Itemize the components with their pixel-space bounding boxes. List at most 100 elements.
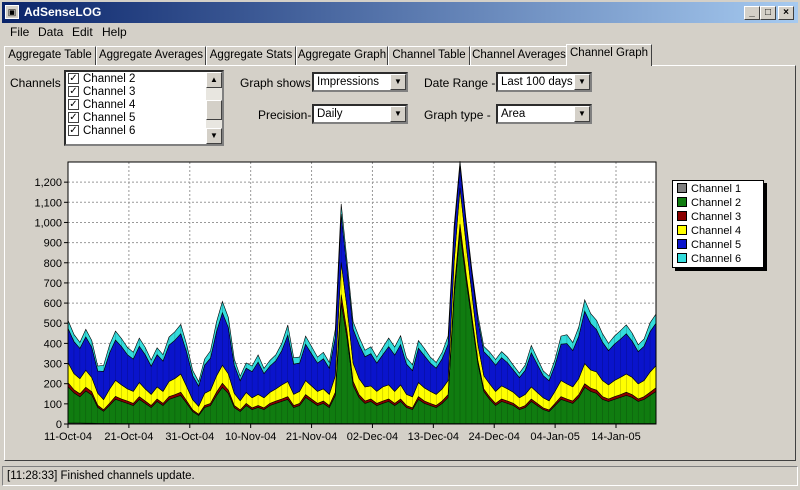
scroll-up-icon[interactable]: ▲	[206, 72, 222, 88]
menu-bar: File Data Edit Help	[2, 23, 798, 42]
y-tick-label: 400	[44, 338, 62, 350]
checkbox-icon[interactable]: ✓	[68, 112, 79, 124]
legend-item: Channel 3	[677, 211, 741, 225]
legend-swatch	[677, 197, 687, 207]
channel-graph-chart: 0 100 200 300 400 500 600 700 800 900 1,000 1,100 1,…	[34, 161, 657, 443]
status-text: [11:28:33] Finished channels update.	[7, 470, 195, 482]
legend-swatch	[677, 183, 687, 193]
channels-listbox[interactable]: ✓ Channel 2 ✓ Channel 3 ✓ Channel 4 ✓ Channe…	[64, 70, 224, 146]
legend-item: Channel 6	[677, 253, 741, 267]
chart-area: 0 100 200 300 400 500 600 700 800 900 1,000 1,100 1,…	[6, 150, 794, 460]
channel-list-item[interactable]: ✓ Channel 6	[68, 125, 135, 138]
legend-label: Channel 5	[691, 239, 742, 251]
channel-item-label: Channel 5	[83, 112, 136, 124]
menu-file[interactable]: File	[10, 25, 30, 39]
scroll-down-icon[interactable]: ▼	[206, 128, 222, 144]
x-tick-label: 13-Dec-04	[408, 431, 459, 443]
close-button[interactable]: ×	[778, 6, 794, 20]
chevron-down-icon[interactable]: ▼	[574, 106, 590, 122]
legend-swatch	[677, 225, 687, 235]
legend-label: Channel 6	[691, 253, 742, 265]
tab-channel-graph[interactable]: Channel Graph	[566, 44, 652, 66]
menu-edit[interactable]: Edit	[72, 25, 93, 39]
channel-item-label: Channel 6	[83, 125, 136, 137]
tab-aggregate-table[interactable]: Aggregate Table	[4, 46, 96, 66]
y-tick-label: 0	[56, 419, 62, 431]
scroll-thumb[interactable]	[206, 100, 222, 120]
channel-list-item[interactable]: ✓ Channel 4	[68, 99, 135, 112]
y-tick-label: 1,200	[34, 177, 62, 189]
x-tick-label: 02-Dec-04	[347, 431, 398, 443]
app-icon[interactable]: ▣	[5, 5, 19, 19]
legend-item: Channel 4	[677, 225, 741, 239]
status-bar: [11:28:33] Finished channels update.	[2, 466, 798, 486]
precision-value: Daily	[317, 108, 343, 120]
checkbox-icon[interactable]: ✓	[68, 86, 79, 98]
legend-item: Channel 5	[677, 239, 741, 253]
precision-select[interactable]: Daily ▼	[312, 104, 408, 124]
channels-scrollbar[interactable]: ▲ ▼	[206, 72, 222, 144]
channel-item-label: Channel 3	[83, 86, 136, 98]
graph-type-value: Area	[501, 108, 526, 120]
title-bar[interactable]: ▣ AdSenseLOG _ □ ×	[2, 2, 798, 23]
channels-label: Channels -	[10, 76, 69, 90]
chevron-down-icon[interactable]: ▼	[390, 106, 406, 122]
legend-label: Channel 4	[691, 225, 742, 237]
y-tick-label: 200	[44, 379, 62, 391]
channel-list-item[interactable]: ✓ Channel 2	[68, 73, 135, 86]
checkbox-icon[interactable]: ✓	[68, 73, 79, 85]
x-tick-label: 21-Nov-04	[286, 431, 337, 443]
legend-label: Channel 2	[691, 197, 742, 209]
menu-data[interactable]: Data	[38, 25, 64, 39]
menu-help[interactable]: Help	[102, 25, 127, 39]
legend-swatch	[677, 253, 687, 263]
channel-list-item[interactable]: ✓ Channel 5	[68, 112, 135, 125]
legend-label: Channel 1	[691, 183, 742, 195]
tab-aggregate-stats[interactable]: Aggregate Stats	[206, 46, 296, 66]
checkbox-icon[interactable]: ✓	[68, 125, 79, 137]
graph-shows-value: Impressions	[317, 76, 379, 88]
legend-swatch	[677, 239, 687, 249]
tab-channel-table[interactable]: Channel Table	[388, 46, 470, 66]
precision-label: Precision-	[258, 108, 312, 122]
legend-swatch	[677, 211, 687, 221]
x-tick-label: 14-Jan-05	[591, 431, 641, 443]
x-tick-label: 04-Jan-05	[530, 431, 580, 443]
graph-shows-select[interactable]: Impressions ▼	[312, 72, 408, 92]
window-title: AdSenseLOG	[24, 5, 102, 19]
x-tick-label: 11-Oct-04	[44, 431, 92, 443]
y-tick-label: 900	[44, 238, 62, 250]
x-tick-label: 10-Nov-04	[225, 431, 276, 443]
plot-border	[67, 161, 657, 425]
channel-item-label: Channel 4	[83, 99, 136, 111]
minimize-button[interactable]: _	[744, 6, 760, 20]
date-range-value: Last 100 days	[501, 76, 573, 88]
graph-type-label: Graph type -	[424, 108, 491, 122]
tab-strip: Aggregate Table Aggregate Averages Aggre…	[4, 44, 796, 66]
legend-item: Channel 1	[677, 183, 741, 197]
tab-aggregate-graph[interactable]: Aggregate Graph	[296, 46, 388, 66]
date-range-label: Date Range -	[424, 76, 496, 90]
x-tick-label: 21-Oct-04	[104, 431, 153, 443]
channel-list-item[interactable]: ✓ Channel 3	[68, 86, 135, 99]
y-tick-label: 700	[44, 278, 62, 290]
graph-type-select[interactable]: Area ▼	[496, 104, 592, 124]
y-tick-label: 1,000	[34, 217, 62, 229]
graph-shows-label: Graph shows -	[240, 76, 319, 90]
y-tick-label: 800	[44, 258, 62, 270]
channel-item-label: Channel 2	[83, 73, 136, 85]
maximize-button[interactable]: □	[760, 6, 776, 20]
y-tick-label: 100	[44, 399, 62, 411]
chevron-down-icon[interactable]: ▼	[390, 74, 406, 90]
y-tick-label: 1,100	[34, 197, 62, 209]
chevron-down-icon[interactable]: ▼	[574, 74, 590, 90]
tab-panel	[4, 65, 796, 461]
legend-item: Channel 2	[677, 197, 741, 211]
checkbox-icon[interactable]: ✓	[68, 99, 79, 111]
tab-aggregate-averages[interactable]: Aggregate Averages	[96, 46, 206, 66]
chart-legend: Channel 1 Channel 2 Channel 3 Channel 4 …	[672, 180, 764, 268]
date-range-select[interactable]: Last 100 days ▼	[496, 72, 592, 92]
y-tick-label: 600	[44, 298, 62, 310]
tab-channel-averages[interactable]: Channel Averages	[470, 46, 568, 66]
